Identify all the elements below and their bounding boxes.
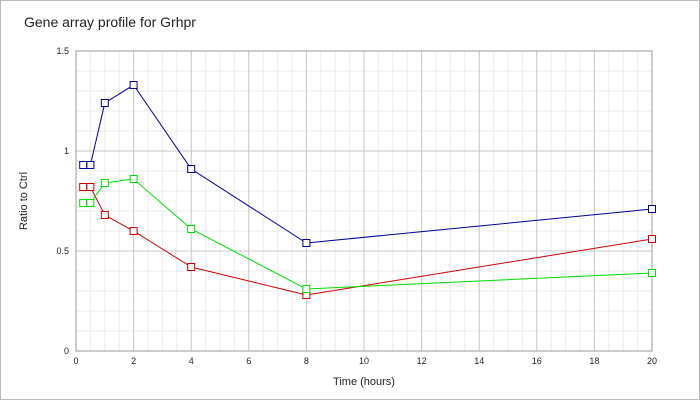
data-point xyxy=(187,263,196,271)
data-point xyxy=(129,227,138,235)
data-point xyxy=(86,183,95,191)
data-point xyxy=(187,225,196,233)
data-point xyxy=(79,199,88,207)
series-2 xyxy=(79,183,656,299)
y-tick-label: 1.5 xyxy=(56,46,69,56)
x-tick-label: 10 xyxy=(359,356,369,366)
x-tick-label: 6 xyxy=(246,356,251,366)
x-axis-ticks: 0 2 4 6 8 10 12 14 16 18 20 xyxy=(73,356,657,366)
data-point xyxy=(302,285,311,293)
data-point xyxy=(302,239,311,247)
x-tick-label: 4 xyxy=(189,356,194,366)
x-tick-label: 18 xyxy=(589,356,599,366)
y-tick-label: 0.5 xyxy=(56,246,69,256)
x-tick-label: 12 xyxy=(417,356,427,366)
data-point xyxy=(79,183,88,191)
x-tick-label: 0 xyxy=(73,356,78,366)
chart-title: Gene array profile for Grhpr xyxy=(24,14,196,30)
y-axis-ticks: 0 0.5 1 1.5 xyxy=(56,46,69,356)
series-1 xyxy=(79,81,656,247)
x-axis-label: Time (hours) xyxy=(333,376,395,388)
y-tick-label: 0 xyxy=(64,346,69,356)
x-tick-label: 16 xyxy=(532,356,542,366)
data-point xyxy=(100,99,109,107)
y-axis-label: Ratio to Ctrl xyxy=(18,172,30,230)
data-point xyxy=(86,161,95,169)
series-3 xyxy=(79,175,656,293)
data-point xyxy=(648,269,656,277)
data-point xyxy=(129,175,138,183)
x-tick-label: 14 xyxy=(474,356,484,366)
x-tick-label: 20 xyxy=(647,356,657,366)
data-point xyxy=(100,179,109,187)
y-tick-label: 1 xyxy=(64,146,69,156)
x-tick-label: 2 xyxy=(131,356,136,366)
plot-border xyxy=(75,50,653,352)
data-point xyxy=(648,235,656,243)
data-point xyxy=(129,81,138,89)
data-point xyxy=(86,199,95,207)
x-tick-label: 8 xyxy=(304,356,309,366)
data-point xyxy=(79,161,88,169)
series-layer xyxy=(79,81,656,299)
data-point xyxy=(187,165,196,173)
data-point xyxy=(100,211,109,219)
data-point xyxy=(648,205,656,213)
